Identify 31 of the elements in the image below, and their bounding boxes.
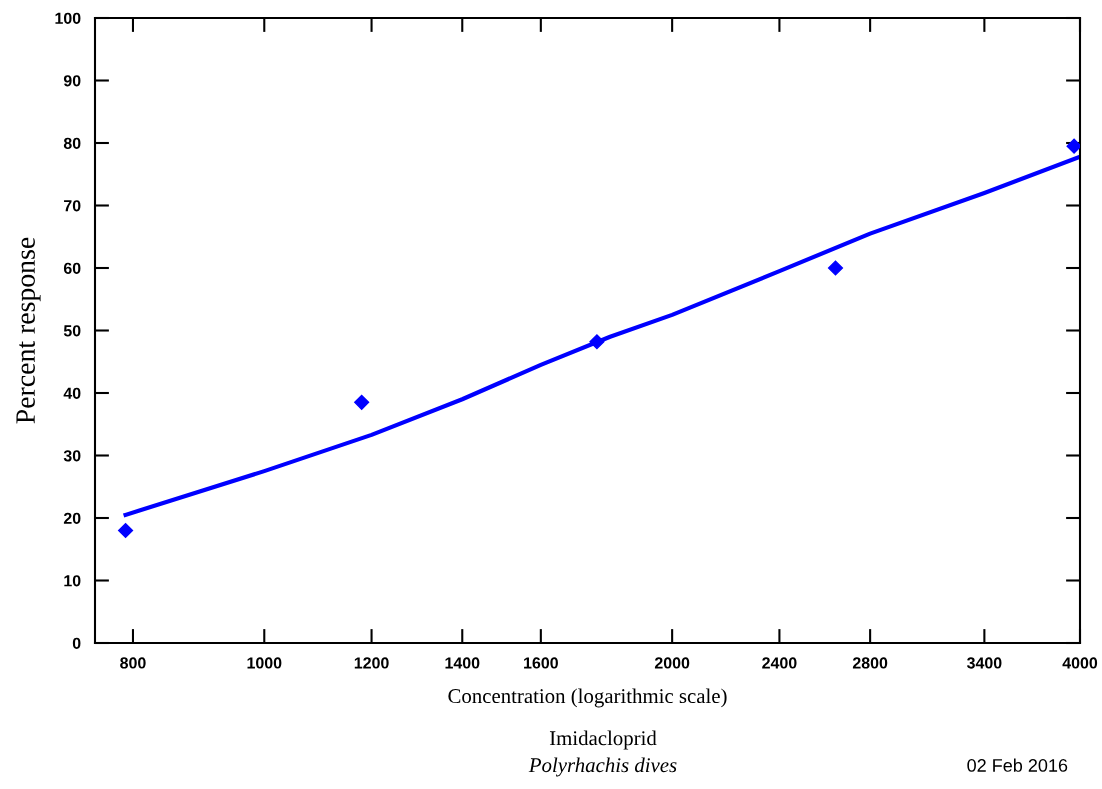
x-tick-label: 1000 (247, 657, 282, 669)
text: Imidacloprid (549, 730, 657, 750)
y-tick-label: 30 (63, 450, 81, 462)
x-tick-label: 3400 (966, 657, 1002, 669)
x-tick-label: 1600 (524, 657, 558, 669)
y-tick-label: 10 (64, 575, 81, 587)
y-tick-label: 50 (63, 325, 81, 337)
y-tick-label: 60 (63, 262, 81, 274)
point (118, 522, 134, 539)
y-tick-label: 40 (63, 387, 81, 399)
y-tick-label: 0 (72, 637, 81, 649)
point (589, 334, 605, 350)
x-tick-label: 2800 (852, 657, 888, 669)
y-tick-label: 80 (63, 137, 81, 149)
x-tick-label: 1400 (445, 657, 480, 669)
x-tick-label: 4000 (1062, 657, 1098, 669)
point (354, 394, 370, 410)
y-tick-label: 20 (63, 512, 81, 524)
point (827, 260, 844, 276)
text: 02 Feb 2016 (967, 758, 1068, 772)
x-tick-label: 1200 (354, 657, 389, 669)
point (1066, 138, 1080, 154)
x-tick-label: 800 (120, 657, 146, 669)
y-tick-label: 70 (64, 200, 81, 212)
x-axis-title: Concentration (logarithmic scale) (448, 688, 727, 708)
y-tick-label: 90 (63, 75, 81, 87)
y-tick-label: 100 (55, 12, 81, 24)
y-axis-title: Percent response (16, 237, 41, 424)
x-tick-label: 2000 (654, 657, 690, 669)
text: Polyrhachis dives (528, 757, 677, 777)
x-tick-label: 2400 (762, 657, 797, 669)
